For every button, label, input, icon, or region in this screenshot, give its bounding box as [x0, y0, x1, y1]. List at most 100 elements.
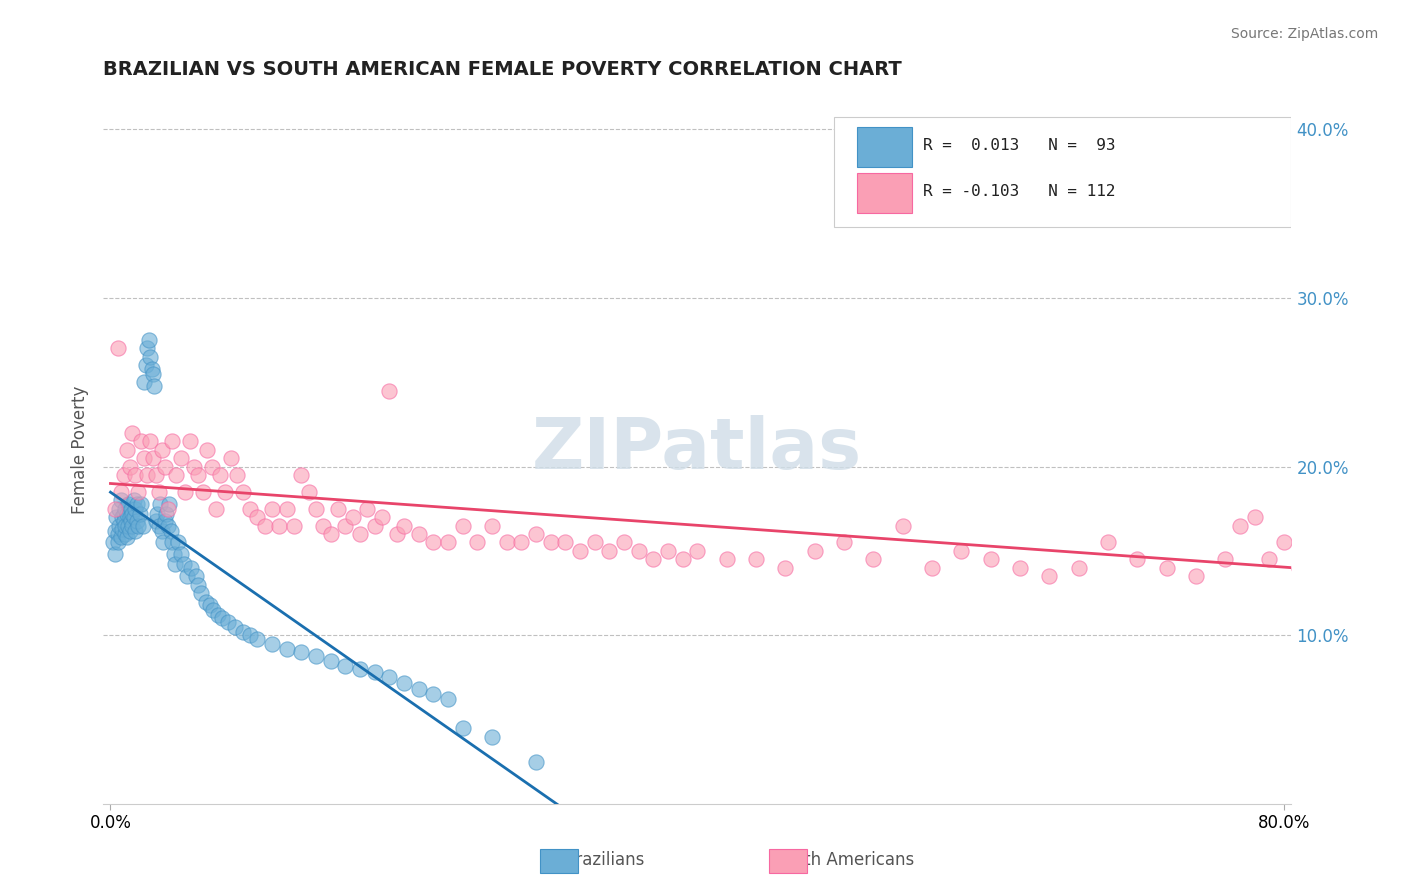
Point [112, 507, 135, 521]
Point [276, 641, 298, 656]
Point [319, 654, 342, 668]
Point [371, 510, 394, 524]
Point [745, 552, 768, 566]
Point [627, 544, 650, 558]
Point [167, 535, 190, 549]
Point [613, 535, 636, 549]
Point [202, 603, 225, 617]
Point [1038, 569, 1060, 583]
Text: South Americans: South Americans [773, 851, 914, 869]
Point [465, 535, 488, 549]
Point [205, 501, 228, 516]
Point [540, 535, 562, 549]
Point [122, 510, 145, 524]
Point [104, 524, 127, 538]
Point [1067, 561, 1090, 575]
Point [191, 484, 214, 499]
Point [112, 468, 135, 483]
Point [135, 359, 157, 373]
Point [108, 501, 131, 516]
Point [129, 434, 152, 449]
Point [150, 442, 173, 457]
Point [209, 468, 232, 483]
Point [149, 497, 172, 511]
Point [290, 645, 312, 659]
Point [437, 535, 460, 549]
FancyBboxPatch shape [856, 173, 912, 213]
Point [134, 451, 156, 466]
Point [349, 662, 371, 676]
Point [125, 514, 148, 528]
Point [127, 484, 149, 499]
Point [554, 535, 576, 549]
Point [231, 624, 253, 639]
Point [145, 514, 167, 528]
Point [184, 569, 207, 583]
Point [152, 535, 174, 549]
Point [1215, 552, 1237, 566]
Point [422, 535, 444, 549]
Point [159, 524, 181, 538]
Point [162, 547, 184, 561]
Point [269, 518, 291, 533]
Text: ZIPatlas: ZIPatlas [533, 415, 862, 484]
Point [124, 501, 146, 516]
Point [408, 682, 430, 697]
Point [891, 518, 914, 533]
Point [246, 632, 269, 646]
Point [356, 501, 378, 516]
Point [225, 468, 247, 483]
Point [194, 594, 217, 608]
Point [290, 468, 312, 483]
Point [187, 468, 209, 483]
Point [157, 497, 180, 511]
Point [211, 611, 233, 625]
Point [598, 544, 620, 558]
Point [583, 535, 606, 549]
Point [104, 547, 127, 561]
Point [141, 361, 163, 376]
Point [138, 333, 160, 347]
Point [297, 484, 319, 499]
Point [117, 497, 139, 511]
Point [686, 544, 709, 558]
Point [118, 510, 141, 524]
Point [114, 518, 136, 533]
Point [481, 518, 503, 533]
Point [174, 484, 197, 499]
Point [363, 665, 385, 680]
Point [207, 608, 229, 623]
Point [1229, 518, 1251, 533]
Point [153, 459, 176, 474]
Point [139, 350, 162, 364]
Point [451, 518, 474, 533]
Point [120, 501, 142, 516]
Point [170, 547, 193, 561]
Point [283, 518, 305, 533]
Point [1346, 552, 1368, 566]
Point [1302, 518, 1324, 533]
Point [121, 507, 143, 521]
Point [451, 721, 474, 735]
Point [378, 384, 401, 398]
Point [481, 730, 503, 744]
Point [107, 342, 129, 356]
Y-axis label: Female Poverty: Female Poverty [72, 385, 89, 514]
Point [155, 507, 177, 521]
Point [305, 648, 328, 663]
Point [118, 459, 141, 474]
Point [385, 527, 408, 541]
Point [129, 497, 152, 511]
Point [124, 524, 146, 538]
Point [195, 442, 218, 457]
Point [392, 518, 415, 533]
Point [1156, 561, 1178, 575]
Point [136, 342, 159, 356]
Point [139, 434, 162, 449]
Point [136, 468, 159, 483]
Point [276, 501, 298, 516]
Point [103, 535, 125, 549]
Point [108, 518, 131, 533]
Point [115, 531, 138, 545]
Point [153, 514, 176, 528]
